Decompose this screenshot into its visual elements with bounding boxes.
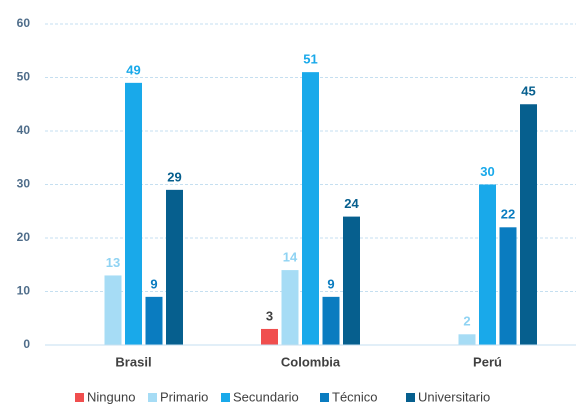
y-tick-label: 60	[17, 16, 31, 30]
bar	[343, 216, 360, 345]
value-label: 13	[106, 255, 120, 270]
value-label: 29	[167, 169, 181, 184]
x-tick-label: Perú	[473, 354, 502, 369]
bar	[499, 227, 517, 345]
bar	[166, 189, 183, 345]
value-label: 9	[150, 276, 157, 291]
value-label: 14	[283, 250, 298, 265]
bar	[520, 104, 537, 345]
legend-swatch	[75, 393, 84, 402]
y-tick-label: 50	[17, 70, 31, 84]
value-label: 24	[344, 196, 359, 211]
value-label: 2	[463, 314, 470, 329]
legend-swatch	[406, 393, 415, 402]
bar	[125, 82, 142, 345]
value-label: 30	[480, 164, 494, 179]
bar	[145, 296, 163, 345]
y-tick-label: 0	[23, 337, 30, 351]
value-label: 51	[303, 52, 317, 67]
x-tick-label: Colombia	[281, 354, 341, 369]
y-tick-label: 10	[17, 284, 31, 298]
y-tick-label: 40	[17, 123, 31, 137]
legend-label: Universitario	[418, 389, 490, 404]
x-tick-label: Brasil	[115, 354, 151, 369]
legend-label: Primario	[160, 389, 208, 404]
legend-swatch	[148, 393, 157, 402]
value-label: 45	[521, 84, 535, 99]
legend-label: Secundario	[233, 389, 299, 404]
value-label: 49	[126, 62, 140, 77]
y-tick-label: 20	[17, 230, 31, 244]
bar	[104, 275, 122, 345]
bar	[458, 334, 476, 345]
legend-label: Técnico	[332, 389, 378, 404]
bar	[322, 296, 340, 345]
bar	[261, 328, 278, 345]
bar	[281, 270, 299, 345]
value-label: 22	[501, 207, 515, 222]
value-label: 3	[266, 308, 273, 323]
y-tick-label: 30	[17, 177, 31, 191]
bar	[302, 72, 319, 346]
legend-swatch	[221, 393, 230, 402]
legend-swatch	[320, 393, 329, 402]
value-label: 9	[327, 276, 334, 291]
bar	[479, 184, 496, 345]
legend-label: Ninguno	[87, 389, 135, 404]
